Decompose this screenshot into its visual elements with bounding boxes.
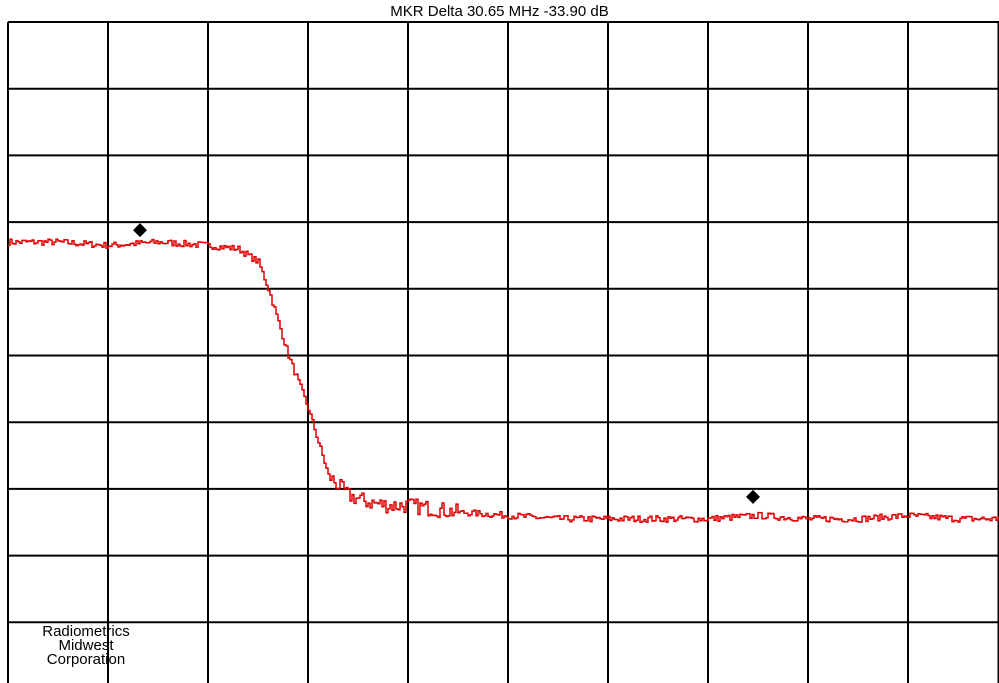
watermark-line-3: Corporation <box>46 651 126 668</box>
watermark-line-1: Radiometrics <box>42 623 130 640</box>
plot-frame <box>8 22 999 683</box>
watermark-logo-text: Radiometrics Midwest Corporation <box>24 623 148 668</box>
marker-delta-readout: MKR Delta 30.65 MHz -33.90 dB <box>390 3 609 20</box>
marker-layer <box>133 223 760 504</box>
watermark-line-2: Midwest <box>58 637 114 654</box>
spectrum-trace-line <box>8 238 999 523</box>
reference-marker-diamond <box>133 223 147 238</box>
trace-layer <box>8 238 999 523</box>
delta-marker-diamond <box>746 489 760 504</box>
